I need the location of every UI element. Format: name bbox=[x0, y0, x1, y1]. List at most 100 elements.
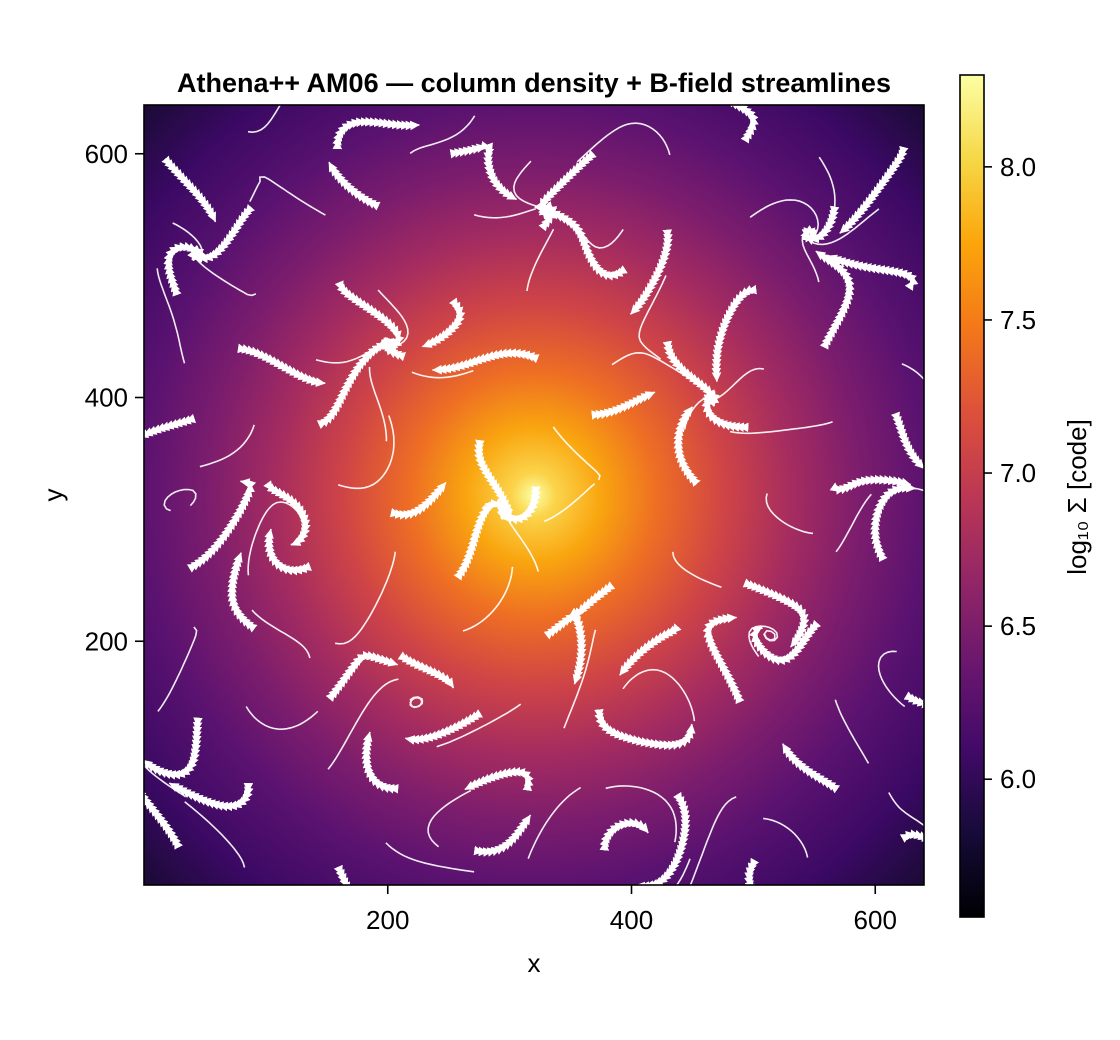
y-axis-ticks: 200 400 600 bbox=[85, 139, 144, 656]
streamline bbox=[576, 122, 671, 163]
streamline bbox=[527, 786, 582, 859]
streamline bbox=[436, 703, 522, 748]
streamline bbox=[622, 668, 696, 722]
streamline bbox=[449, 141, 518, 201]
streamline bbox=[368, 366, 388, 442]
x-tick-label: 400 bbox=[610, 905, 653, 935]
colorbar-label: log₁₀ Σ [code] bbox=[1062, 419, 1092, 575]
streamline bbox=[829, 474, 912, 495]
x-tick-label: 200 bbox=[366, 905, 409, 935]
streamline bbox=[834, 699, 870, 764]
y-tick-label: 200 bbox=[85, 626, 128, 656]
streamline bbox=[316, 340, 392, 430]
streamline bbox=[427, 789, 472, 848]
streamline bbox=[672, 551, 722, 589]
streamline bbox=[888, 792, 924, 827]
colorbar-tick-label: 6.0 bbox=[1000, 764, 1036, 794]
streamline bbox=[247, 105, 282, 134]
streamlines bbox=[144, 105, 924, 885]
streamline bbox=[379, 336, 407, 362]
streamline bbox=[901, 363, 924, 381]
streamline bbox=[409, 696, 424, 709]
streamline bbox=[361, 731, 399, 794]
colorbar-ticks: 6.0 6.5 7.0 7.5 8.0 bbox=[984, 152, 1036, 794]
x-axis-label: x bbox=[528, 948, 541, 978]
streamline bbox=[629, 229, 673, 315]
x-tick-label: 600 bbox=[854, 905, 897, 935]
streamline bbox=[332, 116, 420, 150]
streamline bbox=[533, 149, 597, 220]
streamline bbox=[404, 709, 484, 745]
streamline bbox=[689, 796, 737, 885]
streamline bbox=[473, 207, 537, 219]
streamline bbox=[227, 552, 258, 633]
streamline bbox=[422, 297, 466, 348]
streamline bbox=[327, 678, 399, 770]
streamline bbox=[899, 829, 924, 885]
streamline bbox=[144, 750, 183, 850]
streamline bbox=[890, 411, 924, 470]
streamline bbox=[877, 650, 906, 708]
streamline bbox=[264, 528, 313, 576]
streamline bbox=[675, 858, 691, 885]
streamline bbox=[409, 115, 476, 154]
colorbar-tick-label: 8.0 bbox=[1000, 152, 1036, 182]
streamline bbox=[186, 478, 257, 573]
y-axis-label: y bbox=[38, 489, 68, 502]
streamline bbox=[526, 228, 555, 292]
streamline bbox=[168, 782, 254, 812]
streamline bbox=[550, 210, 628, 281]
streamline bbox=[192, 248, 257, 297]
streamline bbox=[591, 391, 656, 420]
streamline bbox=[701, 390, 749, 433]
streamline bbox=[662, 340, 715, 401]
streamline bbox=[711, 284, 757, 382]
streamline bbox=[619, 623, 682, 676]
colorbar-tick-label: 6.5 bbox=[1000, 611, 1036, 641]
streamline bbox=[337, 415, 395, 490]
streamline bbox=[571, 581, 616, 641]
streamline bbox=[839, 145, 909, 234]
streamline bbox=[157, 626, 198, 712]
streamline bbox=[432, 348, 540, 375]
streamline bbox=[749, 619, 822, 666]
streamline bbox=[397, 651, 455, 689]
plot-frame bbox=[143, 104, 925, 886]
streamline bbox=[237, 343, 326, 387]
streamline bbox=[870, 482, 916, 563]
streamline bbox=[156, 268, 186, 364]
streamline bbox=[328, 161, 381, 211]
streamline bbox=[781, 743, 841, 794]
streamline bbox=[464, 766, 534, 792]
colorbar bbox=[959, 74, 985, 918]
streamline bbox=[835, 493, 872, 553]
density-heatmap bbox=[144, 105, 924, 885]
streamline bbox=[552, 426, 601, 481]
streamline bbox=[827, 254, 919, 291]
streamline bbox=[184, 801, 246, 868]
streamline bbox=[245, 706, 319, 731]
streamline bbox=[729, 421, 833, 435]
chart-title: Athena++ AM06 — column density + B-field… bbox=[177, 68, 891, 98]
streamline bbox=[500, 506, 540, 572]
x-axis-ticks: 200 400 600 bbox=[366, 885, 897, 935]
streamline bbox=[251, 609, 311, 659]
streamline bbox=[594, 708, 696, 751]
streamline bbox=[462, 566, 514, 632]
colorbar-tick-label: 7.0 bbox=[1000, 458, 1036, 488]
plot-area bbox=[144, 105, 924, 885]
streamline bbox=[325, 650, 399, 702]
streamline bbox=[744, 857, 810, 885]
streamline bbox=[335, 551, 397, 645]
streamline bbox=[805, 208, 880, 246]
streamline bbox=[903, 656, 924, 710]
streamline bbox=[635, 791, 691, 885]
streamline bbox=[199, 424, 255, 468]
streamline bbox=[473, 814, 532, 857]
streamline bbox=[249, 176, 326, 216]
colorbar-tick-label: 7.5 bbox=[1000, 305, 1036, 335]
y-tick-label: 400 bbox=[85, 383, 128, 413]
streamline bbox=[385, 842, 475, 873]
streamline bbox=[389, 481, 447, 520]
